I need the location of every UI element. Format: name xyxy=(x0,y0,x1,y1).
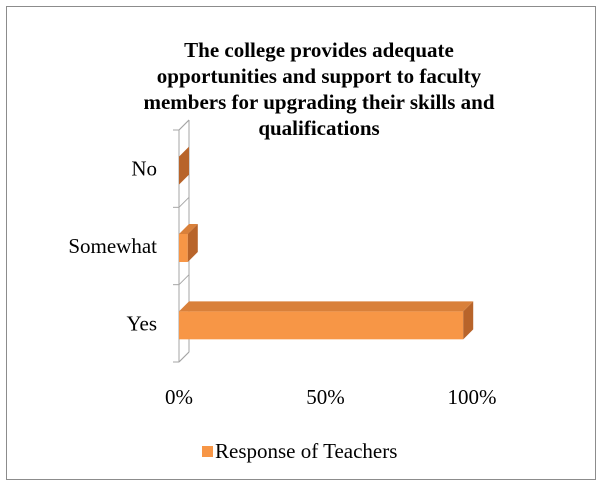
bar-side xyxy=(463,301,474,340)
chart-title-line-3: members for upgrading their skills and xyxy=(143,90,494,114)
category-labels: Yes Somewhat No xyxy=(68,157,157,336)
legend-swatch xyxy=(202,446,213,457)
y-axis-depth-tick xyxy=(178,351,190,363)
x-tick-label: 0% xyxy=(165,385,193,409)
bar-side xyxy=(187,224,198,262)
bar-chart: The college provides adequate opportunit… xyxy=(68,38,497,463)
chart-title-line-2: opportunities and support to faculty xyxy=(157,64,482,88)
category-label: Somewhat xyxy=(68,234,157,258)
bar-no xyxy=(179,146,189,185)
bar-top xyxy=(179,301,474,312)
x-tick-labels: 0% 50% 100% xyxy=(165,385,497,409)
y-axis-depth-tick xyxy=(178,274,190,286)
chart-bars xyxy=(179,146,474,340)
chart-legend: Response of Teachers xyxy=(202,439,397,463)
x-tick-label: 100% xyxy=(448,385,497,409)
category-label: Yes xyxy=(126,311,157,335)
y-axis-depth-tick xyxy=(178,196,190,208)
chart-title-line-4: qualifications xyxy=(258,116,379,140)
legend-label: Response of Teachers xyxy=(215,439,397,463)
bar-top xyxy=(179,224,198,234)
bar-front xyxy=(179,234,188,262)
category-label: No xyxy=(131,157,157,181)
chart-title-line-1: The college provides adequate xyxy=(184,38,454,62)
y-axis-depth-tick xyxy=(178,119,190,131)
chart-title: The college provides adequate opportunit… xyxy=(143,38,494,140)
chart-frame: The college provides adequate opportunit… xyxy=(6,6,596,480)
bar-side xyxy=(179,146,189,185)
bar-somewhat xyxy=(179,224,198,262)
bar-front xyxy=(179,311,464,340)
bar-yes xyxy=(179,301,474,340)
x-tick-label: 50% xyxy=(306,385,345,409)
